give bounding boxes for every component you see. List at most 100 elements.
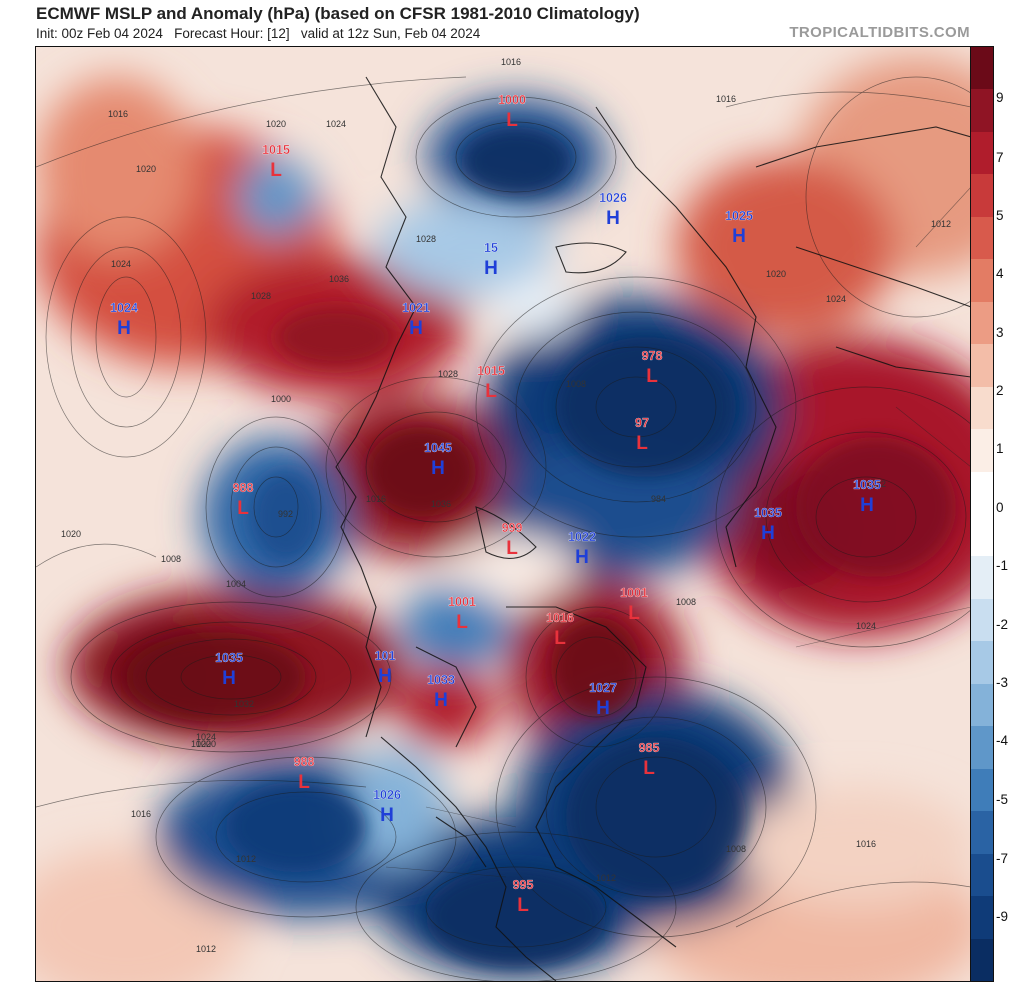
anomaly-map: 1016 1016 1016 1016 1016 1016 1020 1020 … xyxy=(35,46,972,982)
isobar-label: 1016 xyxy=(366,494,386,504)
isobar-label: 1012 xyxy=(196,944,216,954)
isobar-labels: 1016 1016 1016 1016 1016 1016 1020 1020 … xyxy=(61,57,951,954)
center-type-letter: L xyxy=(643,758,655,779)
colorbar-tick: 3 xyxy=(996,325,1004,340)
isobar-label: 1012 xyxy=(931,219,951,229)
colorbar-tick: -7 xyxy=(996,851,1009,866)
isobar-label: 1004 xyxy=(226,579,246,589)
colorbar-segment xyxy=(971,598,993,642)
chart-title: ECMWF MSLP and Anomaly (hPa) (based on C… xyxy=(36,4,640,23)
colorbar-segment xyxy=(971,344,993,387)
colorbar-segment xyxy=(971,768,993,812)
low-pressure-center: 1000 L xyxy=(498,93,526,131)
center-pressure-value: 1015 xyxy=(262,143,290,157)
center-pressure-value: 988 xyxy=(233,481,254,495)
center-pressure-value: 1035 xyxy=(754,506,782,520)
center-pressure-value: 1035 xyxy=(215,651,243,665)
isobar-label: 1020 xyxy=(136,164,156,174)
high-pressure-center: 1021 H xyxy=(402,301,430,339)
high-pressure-center: 1025 H xyxy=(725,209,753,247)
colorbar-tick: -9 xyxy=(996,909,1009,924)
center-type-letter: L xyxy=(506,538,518,559)
center-pressure-value: 1016 xyxy=(546,611,574,625)
low-pressure-center: 999 L xyxy=(501,521,523,559)
high-pressure-center: 1026 H xyxy=(373,788,401,826)
center-type-letter: L xyxy=(636,433,648,454)
center-pressure-value: 988 xyxy=(294,755,315,769)
center-type-letter: L xyxy=(270,160,282,181)
low-pressure-center: 988 L xyxy=(232,481,254,519)
high-pressure-center: 1033 H xyxy=(427,673,455,711)
high-pressure-center: 1027 H xyxy=(589,681,617,719)
colorbar-segment xyxy=(971,811,993,854)
high-pressure-center: 1026 H xyxy=(599,191,627,229)
colorbar-segment xyxy=(971,47,993,90)
colorbar-tick: 5 xyxy=(996,208,1004,223)
center-type-letter: H xyxy=(860,495,874,516)
center-pressure-value: 1000 xyxy=(498,93,526,107)
isobar-label: 1024 xyxy=(826,294,846,304)
colorbar-segment xyxy=(971,641,993,684)
center-pressure-value: 1015 xyxy=(477,364,505,378)
isobar-label: 1008 xyxy=(676,597,696,607)
center-type-letter: L xyxy=(517,895,529,916)
center-pressure-value: 1021 xyxy=(402,301,430,315)
center-pressure-value: 1024 xyxy=(110,301,138,315)
center-type-letter: L xyxy=(646,366,658,387)
center-pressure-value: 1045 xyxy=(424,441,452,455)
isobar-label: 1024 xyxy=(196,732,216,742)
isobar-label: 1008 xyxy=(161,554,181,564)
low-pressure-center: 995 L xyxy=(512,878,533,916)
center-type-letter: L xyxy=(298,772,310,793)
site-brand: TROPICALTIDBITS.COM xyxy=(789,24,970,41)
anomaly-colorbar xyxy=(970,46,994,982)
colorbar-tick: -1 xyxy=(996,558,1009,573)
isobar-label: 1012 xyxy=(596,873,616,883)
colorbar-segment xyxy=(971,259,993,302)
colorbar-tick: 9 xyxy=(996,90,1004,105)
colorbar-segment xyxy=(971,896,993,939)
high-pressure-center: 1022 H xyxy=(568,530,596,568)
center-pressure-value: 999 xyxy=(502,521,523,535)
colorbar-segment xyxy=(971,513,993,557)
low-pressure-center: 1001 L xyxy=(448,595,476,633)
colorbar-tick: 0 xyxy=(996,500,1004,515)
low-pressure-center: 1016 L xyxy=(546,611,574,649)
isobar-label: 1020 xyxy=(266,119,286,129)
high-pressure-center: 15 H xyxy=(484,241,498,279)
isobar-label: 1016 xyxy=(716,94,736,104)
center-type-letter: H xyxy=(596,698,610,719)
colorbar-segment xyxy=(971,131,993,175)
low-pressure-center: 97 L xyxy=(635,416,649,454)
center-pressure-value: 97 xyxy=(635,416,649,430)
center-type-letter: H xyxy=(732,226,746,247)
colorbar-tick: -2 xyxy=(996,617,1009,632)
center-type-letter: H xyxy=(434,690,448,711)
low-pressure-center: 988 L xyxy=(293,755,315,793)
low-pressure-center: 1001 L xyxy=(620,586,648,624)
center-type-letter: H xyxy=(378,666,392,687)
center-pressure-value: 1026 xyxy=(373,788,401,802)
colorbar-segment xyxy=(971,683,993,727)
center-pressure-value: 985 xyxy=(639,741,660,755)
isobar-label: 1024 xyxy=(856,621,876,631)
center-type-letter: L xyxy=(485,381,497,402)
colorbar-tick: 4 xyxy=(996,266,1004,281)
high-pressure-center: 1035 H xyxy=(853,478,881,516)
center-type-letter: H xyxy=(575,547,589,568)
isobar-label: 1028 xyxy=(438,369,458,379)
colorbar-segment xyxy=(971,429,993,472)
center-type-letter: H xyxy=(431,458,445,479)
center-pressure-value: 1026 xyxy=(599,191,627,205)
center-type-letter: L xyxy=(506,110,518,131)
isobar-label: 1020 xyxy=(196,739,216,749)
coastlines xyxy=(335,76,971,981)
center-pressure-value: 1035 xyxy=(853,478,881,492)
borders xyxy=(385,186,971,878)
isobar-label: 1024 xyxy=(111,259,131,269)
colorbar-segment xyxy=(971,726,993,769)
high-pressure-center: 1035 H xyxy=(215,651,243,689)
center-type-letter: L xyxy=(456,612,468,633)
colorbar-segment xyxy=(971,938,993,981)
center-type-letter: H xyxy=(409,318,423,339)
